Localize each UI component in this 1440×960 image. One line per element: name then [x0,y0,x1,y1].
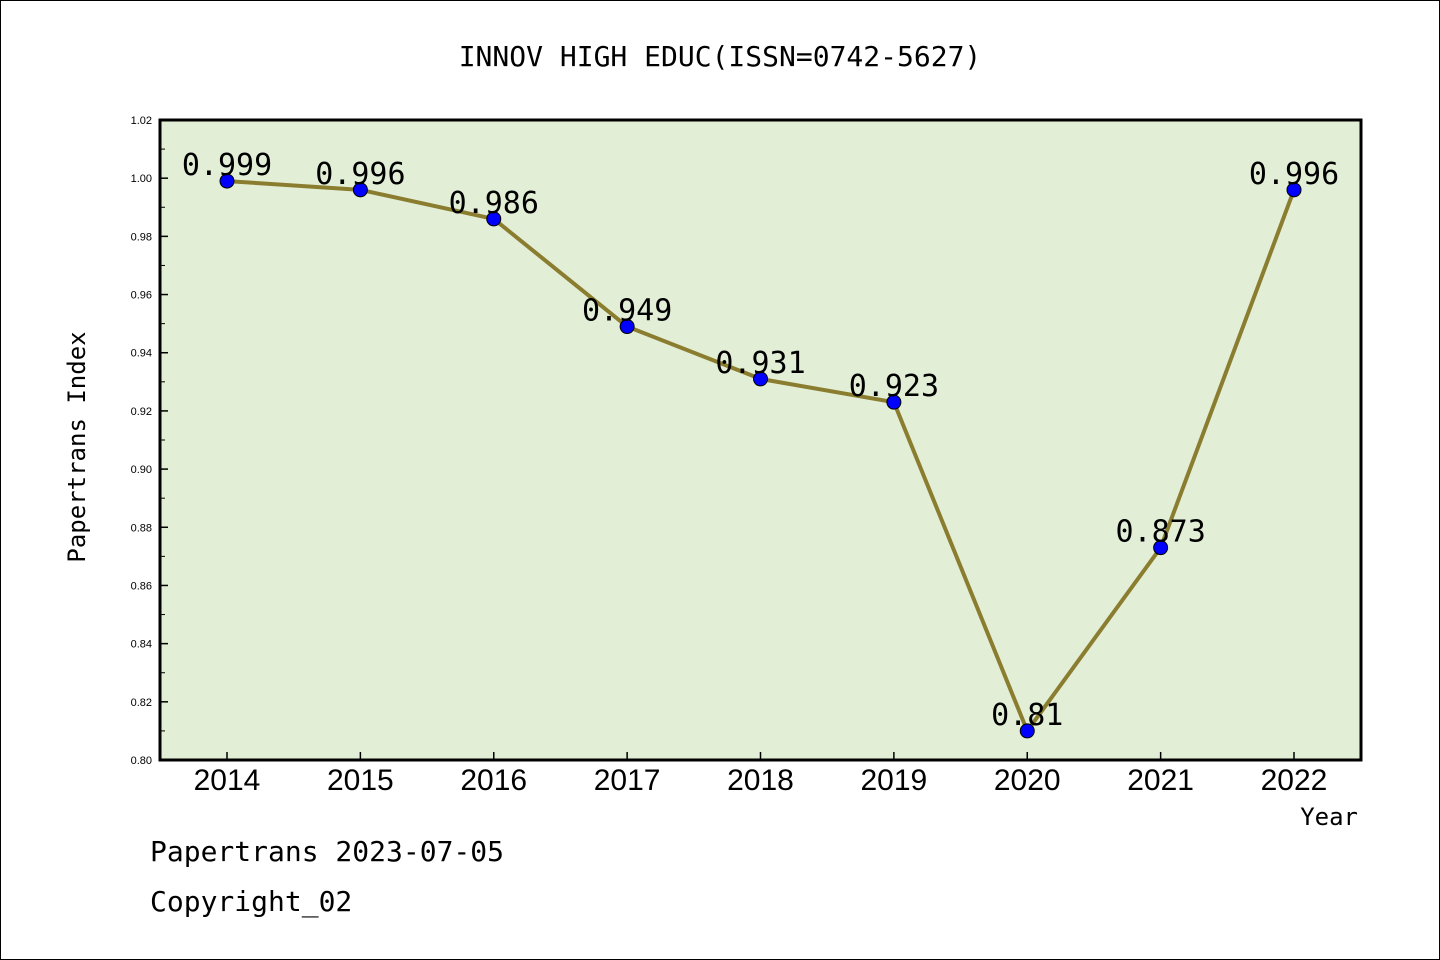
x-axis-title: Year [1300,803,1358,831]
data-label: 0.996 [1249,157,1339,192]
data-label: 0.996 [315,157,405,192]
y-tick-label: 0.98 [131,231,152,243]
x-tick-label: 2017 [594,764,661,797]
y-tick-label: 0.86 [131,580,152,592]
data-label: 0.999 [182,148,272,183]
data-point-marker [886,394,902,410]
y-tick-label: 0.88 [131,522,152,534]
data-label: 0.81 [991,698,1063,733]
y-tick-label: 0.94 [131,348,152,360]
y-tick-label: 0.82 [131,697,152,709]
data-point-marker [1153,540,1169,556]
x-tick-label: 2019 [861,764,928,797]
plot-area [160,120,1361,760]
data-point-marker [219,173,235,189]
chart-title: INNOV HIGH EDUC(ISSN=0742-5627) [459,40,982,73]
y-tick-label: 0.92 [131,406,152,418]
data-point-marker [1019,723,1035,739]
x-tick-label: 2021 [1127,764,1194,797]
data-point-marker [619,319,635,335]
y-tick-label: 1.00 [131,173,152,185]
source-date-text: Papertrans 2023-07-05 [150,835,505,868]
copyright-text: Copyright_02 [150,885,353,918]
x-tick-label: 2016 [460,764,527,797]
x-axis: 2014 2015 2016 2017 2018 2019 2020 2021 2022 [194,752,1328,797]
y-axis-title: Papertrans Index [63,331,91,562]
data-point-marker [486,211,502,227]
x-tick-label: 2015 [327,764,394,797]
data-label: 0.923 [849,369,939,404]
x-tick-label: 2020 [994,764,1061,797]
y-tick-label: 0.80 [131,755,152,767]
x-tick-label: 2018 [727,764,794,797]
series-layer [219,173,1302,739]
data-point-marker [753,371,768,387]
y-tick-label: 0.96 [131,290,152,302]
y-tick-label: 0.90 [131,464,152,476]
data-label: 0.986 [449,186,539,221]
data-label: 0.949 [582,294,672,329]
y-tick-label: 0.84 [131,639,152,651]
x-tick-label: 2014 [194,764,261,797]
y-tick-label: 1.02 [131,115,152,127]
plot-border [158,118,1363,762]
data-label: 0.931 [715,346,805,381]
data-point-marker [1286,182,1302,198]
data-label: 0.873 [1115,515,1205,550]
data-point-marker [352,182,368,198]
data-label-layer: 0.999 0.996 0.986 0.949 0.931 0.923 0.81 0.873 0… [182,148,1339,733]
x-tick-label: 2022 [1261,764,1328,797]
